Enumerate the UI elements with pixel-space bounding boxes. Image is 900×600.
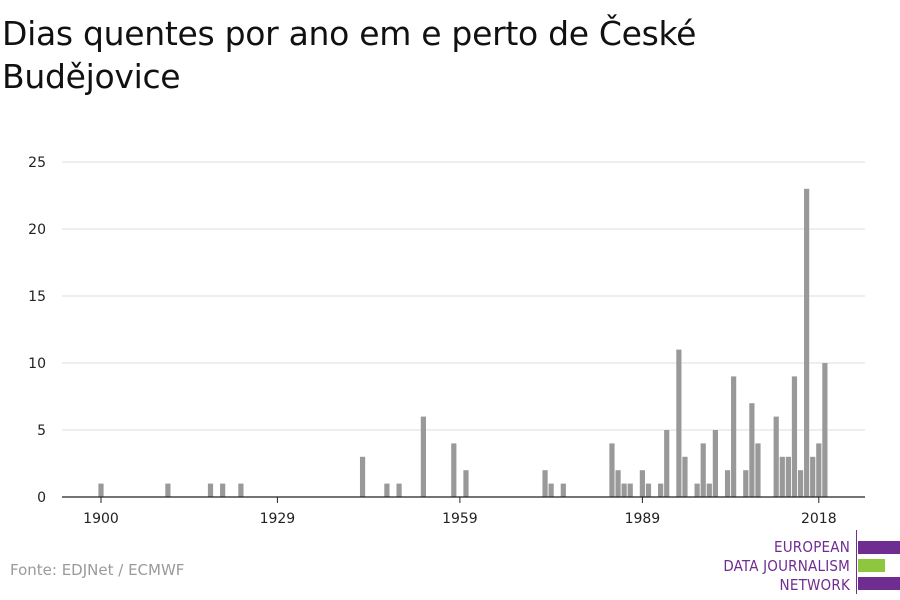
- y-tick-label-10: 10: [28, 356, 46, 372]
- y-tick-label-25: 25: [28, 155, 46, 171]
- bar-1918[interactable]: [207, 483, 214, 497]
- logo-divider: [856, 530, 857, 594]
- bar-2013[interactable]: [785, 456, 791, 497]
- bar-1993[interactable]: [664, 430, 670, 497]
- y-tick-label-0: 0: [37, 490, 46, 506]
- bar-1911[interactable]: [165, 483, 171, 497]
- bar-2008[interactable]: [755, 443, 761, 497]
- bar-1989[interactable]: [639, 470, 645, 497]
- bar-1999[interactable]: [700, 443, 706, 497]
- bar-2015[interactable]: [797, 470, 804, 497]
- bar-1947[interactable]: [384, 483, 390, 497]
- logo-bar-green: [858, 559, 885, 572]
- y-tick-label-20: 20: [28, 222, 46, 238]
- bar-1984[interactable]: [609, 443, 615, 497]
- bar-1986[interactable]: [621, 483, 627, 497]
- bar-2000[interactable]: [706, 483, 712, 497]
- bar-2006[interactable]: [743, 470, 749, 497]
- bar-1985[interactable]: [615, 470, 621, 497]
- x-tick-labels: 1900 1929 1959 1989 2018: [83, 497, 837, 527]
- bar-1996[interactable]: [682, 456, 688, 497]
- source-note: Fonte: EDJNet / ECMWF: [10, 561, 185, 579]
- y-tick-label-15: 15: [28, 289, 46, 305]
- gridlines: [62, 161, 865, 431]
- bar-2019[interactable]: [822, 363, 828, 497]
- x-tick-label-1989: 1989: [625, 511, 661, 527]
- x-tick-label-1929: 1929: [260, 511, 296, 527]
- bar-1998[interactable]: [694, 483, 700, 497]
- y-tick-label-5: 5: [37, 423, 46, 439]
- bar-2014[interactable]: [791, 376, 798, 497]
- bar-1949[interactable]: [396, 483, 402, 497]
- bar-1974[interactable]: [548, 483, 554, 497]
- x-tick-label-2018: 2018: [801, 511, 837, 527]
- bar-1990[interactable]: [645, 483, 652, 497]
- y-tick-labels: 0 5 10 15 20 25: [28, 155, 46, 506]
- logo-text: EUROPEAN DATA JOURNALISM NETWORK: [723, 538, 850, 595]
- x-tick-label-1900: 1900: [83, 511, 119, 527]
- bar-1960[interactable]: [463, 470, 469, 497]
- bar-1973[interactable]: [542, 470, 548, 497]
- bars: [98, 188, 828, 498]
- bar-1900[interactable]: [98, 483, 104, 497]
- bar-2001[interactable]: [712, 430, 718, 497]
- bar-2012[interactable]: [779, 456, 785, 497]
- logo-line-3: NETWORK: [779, 576, 850, 594]
- logo-line-1: EUROPEAN: [774, 538, 850, 556]
- bar-2007[interactable]: [749, 403, 755, 497]
- bar-chart: 0 5 10 15 20 25 1900 1929 1959 1989 2018: [28, 155, 865, 527]
- chart-title: Dias quentes por ano em e perto de České…: [2, 14, 697, 96]
- bar-1953[interactable]: [420, 416, 426, 497]
- bar-2017[interactable]: [810, 456, 816, 497]
- logo-bar-purple-bottom: [858, 577, 900, 590]
- bar-2004[interactable]: [731, 376, 737, 497]
- logo-bar-purple-top: [858, 541, 900, 554]
- bar-1958[interactable]: [451, 443, 457, 497]
- bar-2003[interactable]: [724, 470, 731, 497]
- x-tick-label-1959: 1959: [442, 511, 478, 527]
- bar-1995[interactable]: [676, 349, 682, 497]
- bar-1943[interactable]: [359, 456, 366, 497]
- bar-2018[interactable]: [816, 443, 822, 497]
- bar-1976[interactable]: [560, 483, 566, 497]
- bar-1920[interactable]: [220, 483, 226, 497]
- bar-2011[interactable]: [773, 416, 779, 497]
- bar-1992[interactable]: [658, 483, 664, 497]
- edjnet-logo: EUROPEAN DATA JOURNALISM NETWORK: [700, 530, 900, 595]
- bar-2016[interactable]: [804, 188, 810, 498]
- bar-1923[interactable]: [238, 483, 244, 497]
- logo-line-2: DATA JOURNALISM: [723, 557, 850, 575]
- bar-1987[interactable]: [627, 483, 633, 497]
